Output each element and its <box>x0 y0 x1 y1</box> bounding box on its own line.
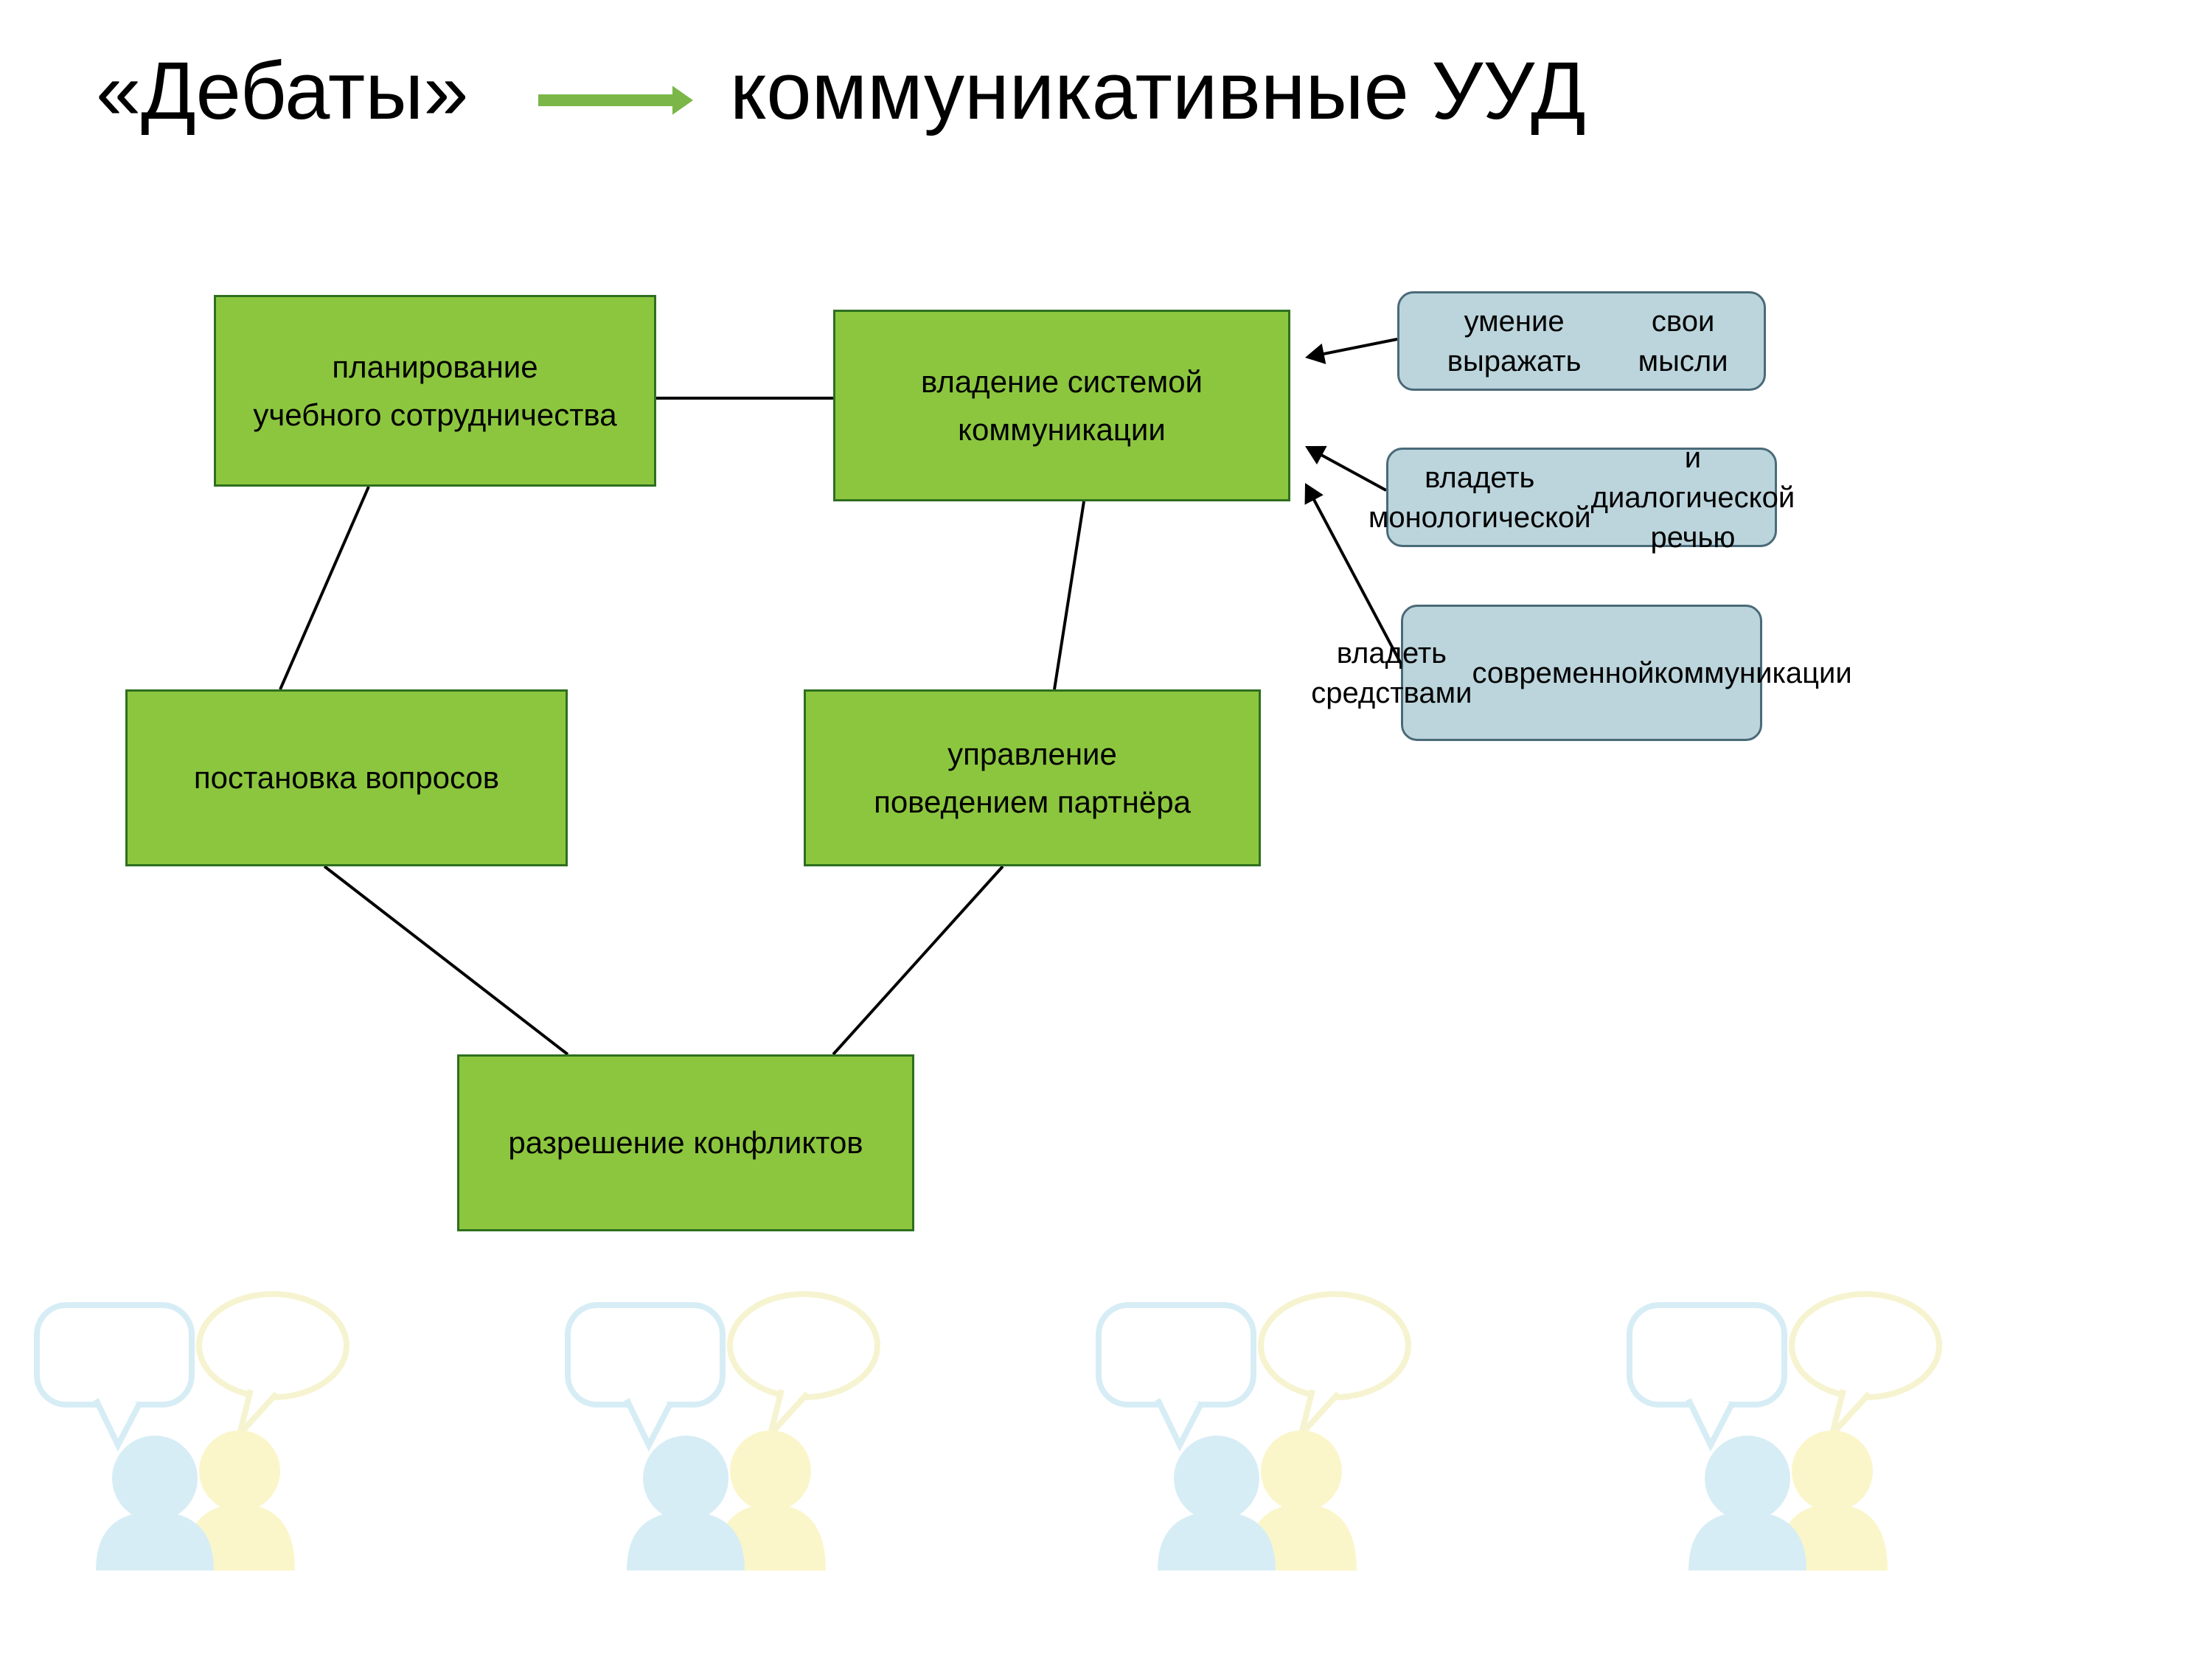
node-planning: планированиеучебного сотрудничества <box>214 295 656 487</box>
chat-people-icon <box>560 1276 885 1571</box>
node-label: владеть монологической <box>1368 458 1591 538</box>
footer-chat-icon <box>29 1276 354 1571</box>
node-label: постановка вопросов <box>194 754 499 801</box>
footer-chat-icon <box>560 1276 885 1571</box>
footer-chat-icon <box>1091 1276 1416 1571</box>
node-behavior: управлениеповедением партнёра <box>804 689 1261 866</box>
node-speech: владеть монологическойи диалогической ре… <box>1386 448 1777 547</box>
node-label: владеть средствами <box>1311 633 1472 713</box>
node-label: и диалогической речью <box>1591 438 1795 557</box>
chat-people-icon <box>1622 1276 1947 1571</box>
node-label: умение выражать <box>1413 302 1615 381</box>
node-questions: постановка вопросов <box>125 689 568 866</box>
chat-people-icon <box>29 1276 354 1571</box>
node-label: разрешение конфликтов <box>508 1119 863 1166</box>
node-label: планирование <box>332 343 538 391</box>
footer-chat-icon <box>1622 1276 1947 1571</box>
node-label: учебного сотрудничества <box>253 391 616 439</box>
title-left: «Дебаты» <box>96 44 468 138</box>
node-label: владение системой <box>921 358 1203 406</box>
chat-people-icon <box>1091 1276 1416 1571</box>
node-label: управление <box>947 730 1117 778</box>
node-label: свои мысли <box>1615 302 1750 381</box>
node-system: владение системойкоммуникации <box>833 310 1290 501</box>
node-conflicts: разрешение конфликтов <box>457 1054 914 1231</box>
node-label: коммуникации <box>1654 653 1851 693</box>
node-label: коммуникации <box>958 406 1166 453</box>
title-right: коммуникативные УУД <box>730 44 1586 138</box>
node-label: поведением партнёра <box>874 778 1191 826</box>
node-express: умение выражатьсвои мысли <box>1397 291 1766 391</box>
node-means: владеть средствамисовременнойкоммуникаци… <box>1401 605 1762 741</box>
node-label: современной <box>1472 653 1654 693</box>
